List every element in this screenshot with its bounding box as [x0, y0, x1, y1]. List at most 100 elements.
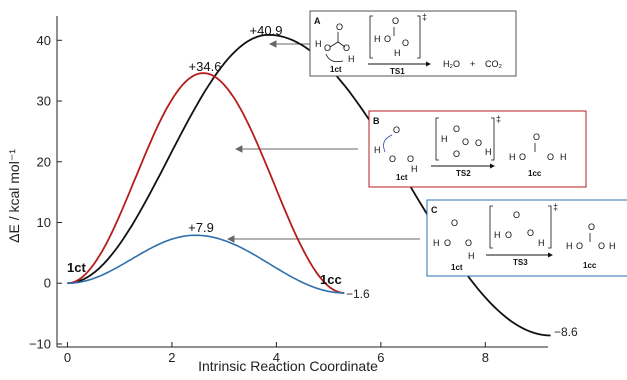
inset-a-product-water: H₂O	[443, 59, 460, 69]
c-ts-reaction-arrowhead	[548, 252, 553, 258]
a-ts-h-left: H	[374, 34, 381, 44]
x-ticks: 0 2 4 6 8	[64, 342, 489, 365]
b-ts-reaction-arrowhead	[490, 163, 495, 169]
b-r-o-right: O	[407, 154, 414, 164]
b-ts-o-top: O	[453, 124, 460, 134]
peak-label-red: +34.6	[189, 59, 222, 74]
a-ts-dagger: ‡	[422, 12, 427, 22]
c-r-o-top: O	[451, 218, 458, 228]
b-r-o-top: O	[393, 125, 400, 135]
b-ts-h: H	[441, 134, 448, 144]
y-tick-label: 0	[44, 276, 51, 291]
inset-c-frame	[426, 199, 627, 277]
species-label-1cc: 1cc	[320, 272, 342, 287]
b-ts-o-mid: O	[462, 137, 469, 147]
a-r-h1: H	[315, 39, 322, 49]
inset-c: C O H O O H 1ct ‡ O H O O H TS3 O H O O …	[426, 199, 627, 277]
series-line-blue	[67, 234, 345, 294]
inset-c-ts: TS3	[513, 258, 528, 267]
a-r-bond3	[337, 41, 346, 48]
y-ticks: −10 0 10 20 30 40	[29, 33, 62, 351]
c-r-o-left: O	[444, 238, 451, 248]
arrow-a-head	[268, 40, 277, 48]
inset-a-letter: A	[314, 16, 321, 26]
inset-a-ts: TS1	[390, 67, 405, 76]
c-r-o-right: O	[465, 238, 472, 248]
c-p-h-right: H	[609, 241, 616, 251]
inset-c-letter: C	[431, 205, 438, 215]
c-r-h: H	[433, 238, 440, 248]
c-p-o-left: O	[576, 241, 583, 251]
c-ts-bracket-left	[489, 205, 493, 249]
a-ts-o-right: O	[402, 38, 409, 48]
x-axis-title: Intrinsic Reaction Coordinate	[198, 358, 378, 374]
end-label-1cc: −1.6	[346, 287, 370, 301]
series-line-red	[67, 72, 345, 294]
b-r-h2: H	[411, 164, 418, 174]
b-p-o-top: O	[533, 132, 540, 142]
b-ts-bracket-left	[435, 117, 439, 161]
a-ts-o-left: O	[384, 34, 391, 44]
c-r-h2: H	[468, 251, 475, 261]
inset-a-plus: +	[470, 59, 475, 69]
c-ts-bracket-right	[548, 205, 552, 249]
b-p-o-left: O	[519, 152, 526, 162]
inset-b-product: 1cc	[528, 169, 542, 178]
x-tick-label: 6	[377, 350, 384, 365]
b-ts-h2: H	[485, 147, 492, 157]
a-ts-bracket-left	[369, 15, 373, 59]
b-r-o-left: O	[389, 154, 396, 164]
peak-label-blue: +7.9	[188, 220, 214, 235]
inset-c-product: 1cc	[583, 261, 597, 270]
c-p-o-top: O	[588, 222, 595, 232]
c-p-o-right: O	[598, 241, 605, 251]
x-tick-label: 2	[168, 350, 175, 365]
b-p-h-left: H	[509, 152, 516, 162]
inset-b: B O H O O H 1ct ‡ H O O O O H TS2 H O O …	[368, 110, 587, 188]
a-r-curved-arrow	[325, 53, 344, 63]
b-r-curved-arrow	[383, 134, 393, 153]
x-tick-label: 4	[273, 350, 280, 365]
y-tick-label: 30	[37, 94, 51, 109]
y-tick-label: 20	[37, 154, 51, 169]
inset-b-reactant: 1ct	[396, 173, 408, 182]
end-label-co2: −8.6	[554, 325, 578, 339]
b-ts-o-right: O	[475, 138, 482, 148]
a-ts-bracket-right	[417, 15, 421, 59]
b-r-h: H	[374, 145, 381, 155]
b-p-o-right: O	[547, 152, 554, 162]
y-tick-label: −10	[29, 336, 51, 351]
inset-a-reactant: 1ct	[330, 65, 342, 74]
peak-label-black: +40.9	[250, 23, 283, 38]
c-ts-h2: H	[538, 238, 545, 248]
inset-a-frame	[309, 10, 517, 77]
a-ts-reaction-arrowhead	[426, 61, 431, 67]
inset-a-product-co2: CO₂	[485, 59, 503, 69]
x-tick-label: 0	[64, 350, 71, 365]
inset-b-ts: TS2	[456, 169, 471, 178]
x-tick-label: 8	[482, 350, 489, 365]
inset-b-letter: B	[373, 116, 380, 126]
a-ts-h-bottom: H	[394, 48, 401, 58]
y-tick-label: 10	[37, 215, 51, 230]
arrow-c-head	[226, 235, 235, 243]
series-line-black	[67, 33, 551, 337]
c-ts-o-left: O	[505, 230, 512, 240]
inset-a: A O H O O H 1ct ‡ O H O O H TS1 H₂O + CO…	[309, 10, 517, 77]
b-ts-dagger: ‡	[496, 114, 501, 124]
y-axis-title: ΔE / kcal mol⁻¹	[6, 149, 22, 243]
inset-c-reactant: 1ct	[451, 263, 463, 272]
y-tick-label: 40	[37, 33, 51, 48]
a-r-o-right: O	[343, 43, 350, 53]
c-ts-dagger: ‡	[553, 202, 558, 212]
b-p-h-right: H	[560, 152, 567, 162]
b-ts-bracket-right	[491, 117, 495, 161]
c-ts-o-top: O	[513, 210, 520, 220]
a-r-o-left: O	[324, 43, 331, 53]
a-r-o-top: O	[336, 22, 343, 32]
c-ts-h: H	[494, 230, 501, 240]
a-r-h2: H	[348, 54, 355, 64]
a-ts-o-top: O	[392, 16, 399, 26]
